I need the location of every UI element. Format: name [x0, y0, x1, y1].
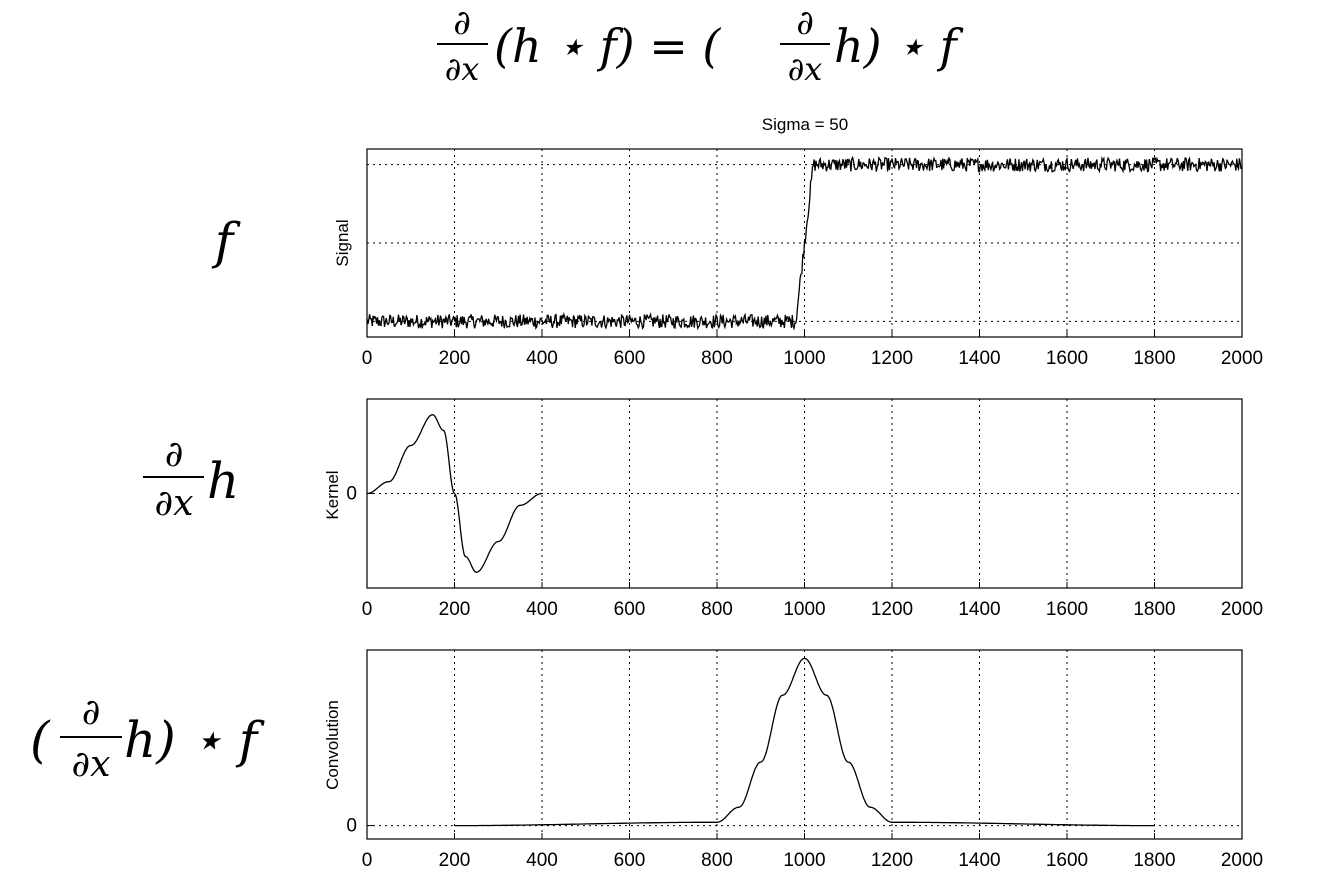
x-tick-label: 1000 [783, 348, 825, 369]
y-axis-label: Signal [333, 219, 352, 266]
eq-rhs-denominator: ∂x [788, 50, 823, 88]
x-tick-label: 200 [439, 348, 471, 369]
x-tick-label: 1000 [783, 599, 825, 620]
x-tick-label: 600 [614, 850, 646, 871]
y-axis-label: Kernel [323, 470, 342, 519]
x-tick-label: 200 [439, 599, 471, 620]
row-label-kernel-denominator: ∂x [155, 483, 194, 524]
plot-frame [366, 398, 1243, 589]
row-label-kernel-numerator: ∂ [165, 434, 184, 475]
panel-signal: Sigma = 50 Signal 0 200 400 600 800 1000 1200 1… [333, 115, 1263, 369]
x-tick-label: 1600 [1046, 599, 1088, 620]
x-tick-label: 2000 [1221, 599, 1263, 620]
eq-lhs-numerator: ∂ [453, 3, 471, 43]
row-labels: f ∂ ∂x h ( ∂ ∂x h) ⋆ f [30, 212, 265, 785]
x-tick-label: 800 [701, 850, 733, 871]
x-tick-label: 1800 [1133, 599, 1175, 620]
x-tick-label: 1400 [958, 850, 1000, 871]
x-tick-label: 0 [362, 348, 373, 369]
x-tick-label: 2000 [1221, 348, 1263, 369]
panel-convolution: Convolution 0 200 400 600 800 1000 1200 1400 160… [323, 649, 1263, 871]
x-tick-label: 1400 [958, 348, 1000, 369]
row-label-kernel-rest: h [207, 452, 239, 510]
x-tick-label: 800 [701, 599, 733, 620]
y-tick-label: 0 [346, 484, 357, 505]
x-tick-label: 400 [526, 599, 558, 620]
x-tick-label: 200 [439, 850, 471, 871]
y-tick-label: 0 [346, 816, 357, 837]
eq-lhs-rest: (h ⋆ f) = ( [494, 19, 721, 73]
plot-frame [366, 148, 1243, 338]
eq-lhs-denominator: ∂x [445, 50, 480, 88]
x-tick-label: 0 [362, 599, 373, 620]
row-label-signal: f [211, 212, 241, 270]
x-tick-label: 2000 [1221, 850, 1263, 871]
series-line [366, 155, 1243, 331]
x-tick-label: 1200 [871, 850, 913, 871]
x-tick-label: 600 [614, 348, 646, 369]
x-tick-label: 1800 [1133, 348, 1175, 369]
x-tick-label: 1600 [1046, 850, 1088, 871]
panel-kernel: Kernel 0 200 400 600 800 1000 1200 1400 1600 1800… [323, 398, 1263, 620]
eq-rhs-rest: h) ⋆ f [834, 19, 964, 73]
x-tick-label: 0 [362, 850, 373, 871]
x-tick-label: 1600 [1046, 348, 1088, 369]
plot-frame [366, 649, 1243, 840]
x-tick-label: 800 [701, 348, 733, 369]
row-label-conv-numerator: ∂ [82, 692, 101, 733]
series-line [454, 657, 1155, 827]
panel-title: Sigma = 50 [762, 115, 848, 134]
row-label-conv-denominator: ∂x [72, 744, 111, 785]
x-tick-label: 1400 [958, 599, 1000, 620]
eq-rhs-numerator: ∂ [796, 3, 814, 43]
row-label-conv-open: ( [30, 711, 51, 769]
equation: ∂ ∂x (h ⋆ f) = ( ∂ ∂x h) ⋆ f [437, 3, 964, 88]
x-tick-label: 1200 [871, 599, 913, 620]
x-tick-label: 600 [614, 599, 646, 620]
x-tick-label: 400 [526, 348, 558, 369]
y-axis-label: Convolution [323, 700, 342, 790]
x-tick-label: 1200 [871, 348, 913, 369]
series-line [367, 414, 542, 573]
x-tick-label: 1800 [1133, 850, 1175, 871]
x-tick-label: 400 [526, 850, 558, 871]
row-label-conv-rest: h) ⋆ f [124, 711, 265, 769]
x-tick-label: 1000 [783, 850, 825, 871]
